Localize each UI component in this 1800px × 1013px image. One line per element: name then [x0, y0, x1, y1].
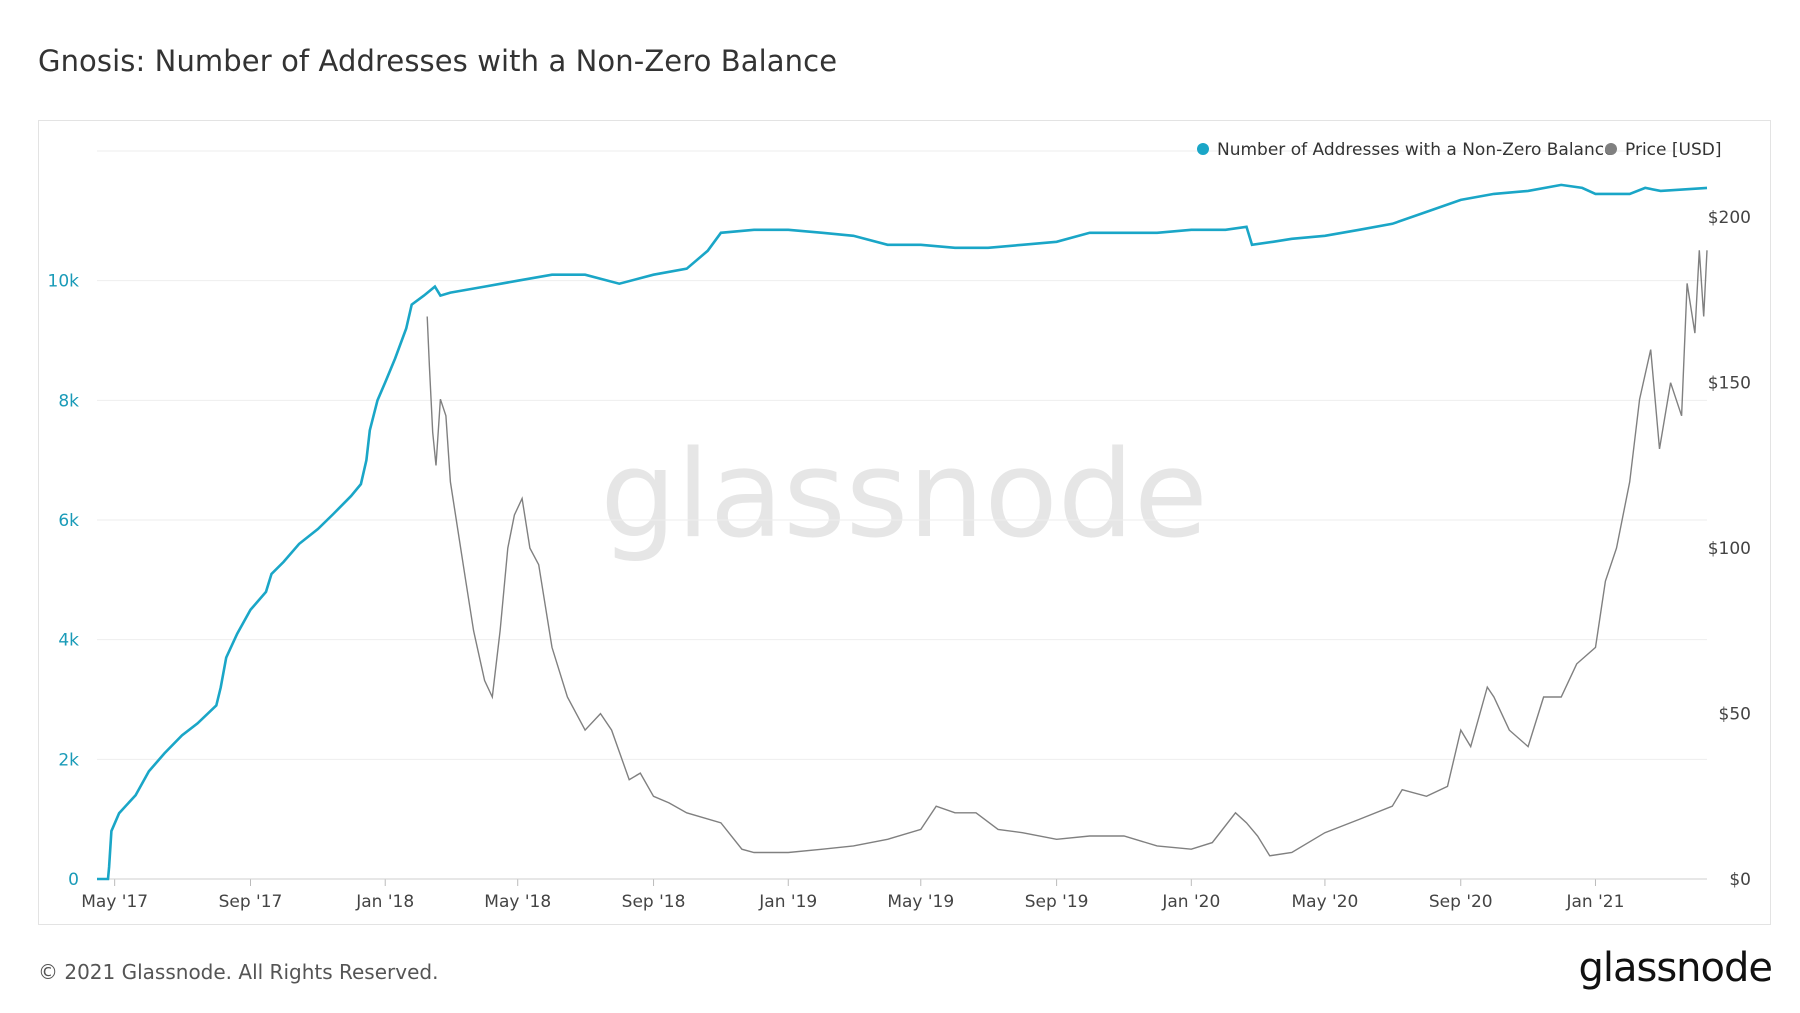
legend: Number of Addresses with a Non-Zero Bala… [1197, 140, 1721, 160]
x-axis-tick-label: Sep '20 [1429, 892, 1493, 912]
watermark: glassnode [600, 426, 1208, 565]
x-axis-tick-label: May '18 [484, 892, 551, 912]
left-axis-tick-label: 0 [68, 870, 79, 890]
left-axis: 0 2k 4k 6k 8k 10k [48, 272, 80, 890]
right-axis-tick-label: $100 [1708, 539, 1751, 559]
grid [97, 150, 1707, 880]
x-axis-tick-label: Jan '20 [1161, 892, 1220, 912]
legend-label-price: Price [USD] [1625, 140, 1721, 160]
x-axis: May '17 Sep '17 Jan '18 May '18 Sep '18 Jan '… [81, 879, 1624, 912]
legend-label-addresses: Number of Addresses with a Non-Zero Bala… [1217, 140, 1615, 160]
chart-panel: glassnode 0 2k 4k 6k 8k 10k $0 $50 $100 $150 $200… [38, 120, 1771, 925]
left-axis-tick-label: 8k [58, 391, 79, 411]
page-title: Gnosis: Number of Addresses with a Non-Z… [38, 44, 838, 78]
right-axis: $0 $50 $100 $150 $200 [1708, 208, 1751, 890]
x-axis-tick-label: Jan '19 [758, 892, 817, 912]
x-axis-tick-label: May '19 [887, 892, 954, 912]
right-axis-tick-label: $200 [1708, 208, 1751, 228]
legend-marker-price [1605, 143, 1617, 155]
x-axis-tick-label: May '17 [81, 892, 148, 912]
legend-marker-addresses [1197, 143, 1209, 155]
right-axis-tick-label: $150 [1708, 374, 1751, 394]
x-axis-tick-label: Jan '18 [355, 892, 414, 912]
glassnode-logo: glassnode [1578, 945, 1773, 991]
x-axis-tick-label: Sep '19 [1025, 892, 1089, 912]
price-series-line [426, 250, 1708, 857]
right-axis-tick-label: $50 [1719, 705, 1751, 725]
left-axis-tick-label: 6k [58, 511, 79, 531]
left-axis-tick-label: 2k [58, 750, 79, 770]
chart: glassnode 0 2k 4k 6k 8k 10k $0 $50 $100 $150 $200… [48, 140, 1751, 912]
copyright: © 2021 Glassnode. All Rights Reserved. [38, 960, 439, 984]
x-axis-tick-label: Sep '17 [219, 892, 283, 912]
x-axis-tick-label: May '20 [1291, 892, 1358, 912]
x-axis-tick-label: Jan '21 [1566, 892, 1625, 912]
left-axis-tick-label: 10k [48, 272, 80, 292]
right-axis-tick-label: $0 [1729, 870, 1751, 890]
left-axis-tick-label: 4k [58, 631, 79, 651]
x-axis-tick-label: Sep '18 [622, 892, 686, 912]
addresses-series-line [97, 183, 1708, 881]
